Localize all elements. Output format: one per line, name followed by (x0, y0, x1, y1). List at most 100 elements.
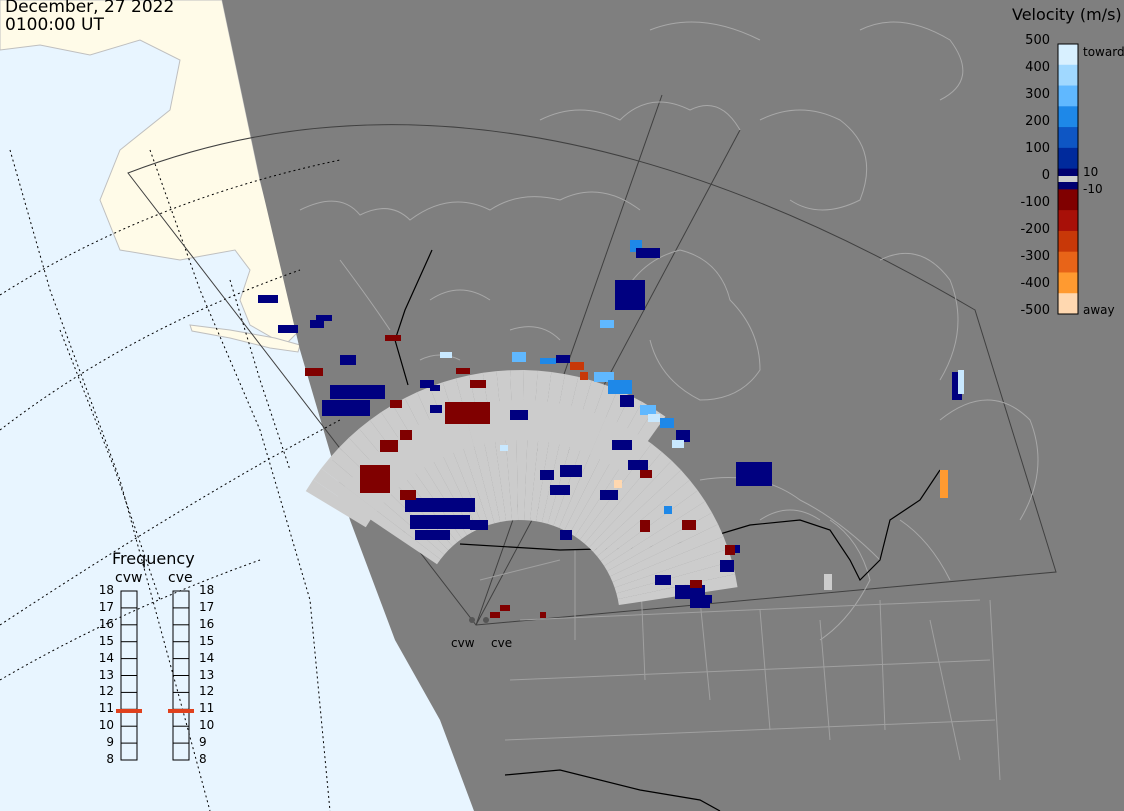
backscatter-cell (655, 575, 671, 585)
cvw-site-marker[interactable] (469, 617, 475, 623)
ground-scatter-cell (305, 479, 372, 528)
backscatter-cell (400, 490, 416, 500)
ground-scatter-cell (348, 428, 405, 489)
frequency-tick-right: 14 (199, 650, 215, 665)
velocity-away-label: away (1083, 303, 1115, 317)
backscatter-cell (385, 335, 401, 341)
velocity-color-swatch (1058, 64, 1078, 87)
velocity-tick-label: 300 (1025, 87, 1050, 102)
velocity-color-swatch (1058, 44, 1078, 66)
backscatter-cell (420, 380, 434, 388)
backscatter-cell (660, 418, 674, 428)
frequency-tick-left: 16 (98, 616, 114, 631)
backscatter-cell (330, 385, 385, 399)
velocity-color-swatch (1058, 85, 1078, 107)
backscatter-cell (512, 352, 526, 362)
velocity-color-swatch (1058, 106, 1078, 128)
backscatter-cell (258, 295, 278, 303)
velocity-colorbar-frame (1057, 43, 1079, 315)
backscatter-cell (360, 465, 390, 493)
frequency-radar-cvw: cvw (115, 570, 143, 586)
velocity-tick-label: 0 (1041, 168, 1050, 183)
backscatter-cell (672, 440, 684, 448)
backscatter-cell (940, 470, 948, 498)
velocity-tick-label: 100 (1025, 141, 1050, 156)
frequency-tick-right: 13 (199, 667, 215, 682)
frequency-tick-right: 12 (199, 684, 215, 699)
velocity-color-swatch (1058, 127, 1078, 149)
backscatter-cell (608, 380, 632, 394)
backscatter-cell (316, 315, 332, 321)
backscatter-cell (380, 440, 398, 452)
velocity-color-swatch (1058, 293, 1078, 315)
backscatter-cell (470, 520, 488, 530)
backscatter-cell (415, 530, 450, 540)
backscatter-cell (405, 498, 475, 512)
aleutian-islands (189, 324, 301, 353)
ground-scatter-cell (607, 401, 655, 469)
backscatter-cell (640, 405, 656, 415)
backscatter-cell (600, 320, 614, 328)
backscatter-cell (612, 440, 632, 450)
ground-scatter-cell (571, 380, 605, 451)
backscatter-cell (664, 506, 672, 514)
velocity-tick-label: -500 (1020, 303, 1050, 318)
ground-scatter-cell (612, 536, 729, 588)
ground-scatter-cell (522, 370, 538, 441)
backscatter-cell (720, 560, 734, 572)
backscatter-cell (628, 460, 648, 470)
frequency-tick-left: 13 (98, 667, 114, 682)
backscatter-cell (510, 410, 528, 420)
cve-site-marker[interactable] (483, 617, 489, 623)
frequency-ladders (116, 590, 194, 761)
ground-scatter-cell (604, 501, 713, 572)
backscatter-cell (580, 372, 588, 380)
frequency-tick-left: 11 (98, 701, 114, 716)
backscatter-cell (560, 465, 582, 477)
ground-scatter-cell (392, 398, 438, 466)
backscatter-cell (430, 385, 440, 391)
site-label-cvw: cvw (451, 636, 475, 650)
frequency-indicator-cve (168, 708, 194, 713)
velocity-scale-title: Velocity (m/s) (1012, 5, 1122, 24)
backscatter-cell (636, 248, 660, 258)
frequency-tick-left: 15 (98, 633, 114, 648)
ground-scatter-cell (404, 392, 446, 461)
ground-scatter-cell (482, 371, 504, 442)
velocity-tick-label: 500 (1025, 33, 1050, 48)
backscatter-cell (620, 395, 634, 407)
frequency-tick-left: 10 (98, 718, 114, 733)
frequency-tick-right: 18 (199, 583, 215, 597)
backscatter-cell (615, 280, 645, 310)
backscatter-cell (594, 372, 614, 382)
backscatter-cell (390, 400, 402, 408)
backscatter-cell (440, 352, 452, 358)
backscatter-cell (340, 355, 356, 365)
frequency-tick-right: 10 (199, 718, 215, 733)
frequency-tick-left: 17 (98, 599, 114, 614)
velocity-color-swatch (1058, 189, 1078, 211)
velocity-toward-label: toward (1083, 45, 1124, 59)
ground-scatter-cell (542, 371, 565, 443)
backscatter-cell (640, 520, 650, 532)
velocity-colorbar (1057, 43, 1079, 315)
velocity-tick-label: 400 (1025, 60, 1050, 75)
backscatter-cell (540, 612, 546, 618)
backscatter-cell (470, 380, 486, 388)
backscatter-cells (258, 240, 964, 618)
velocity-tick-label: -100 (1020, 195, 1050, 210)
frequency-tick-left: 12 (98, 684, 114, 699)
frequency-tick-left: 14 (98, 650, 114, 665)
ground-scatter-cell (321, 457, 384, 511)
ground-scatter-cell (532, 370, 552, 442)
ground-scatter-cell (496, 370, 513, 441)
ground-scatter-cell (593, 470, 690, 557)
frequency-tick-left: 18 (98, 583, 114, 597)
frequency-tick-right: 15 (199, 633, 215, 648)
site-label-cve: cve (491, 636, 513, 650)
frequency-tick-right: 8 (199, 752, 207, 766)
backscatter-cell (570, 362, 584, 370)
scan-date: December, 27 2022 (5, 0, 175, 17)
frequency-radar-cve: cve (168, 570, 193, 586)
velocity-small-tick-positive: 10 (1083, 165, 1099, 179)
